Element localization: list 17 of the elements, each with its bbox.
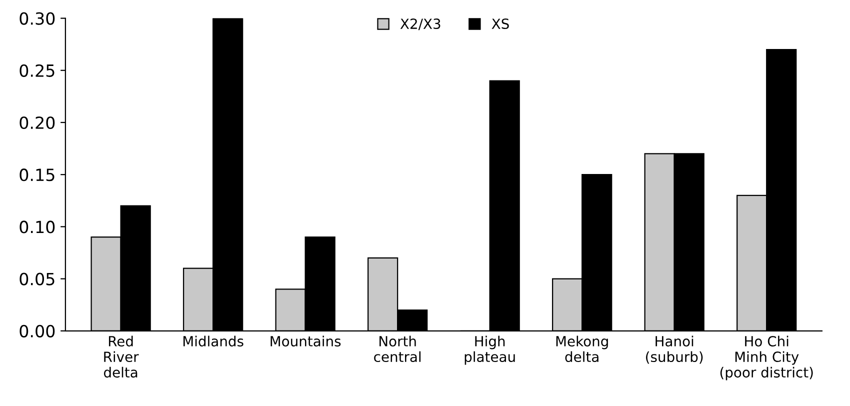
x-tick-label: High plateau: [464, 336, 515, 365]
legend-label: XS: [492, 18, 509, 30]
x-tick-label: Mekong delta: [556, 336, 608, 362]
legend-label: X2/X3: [400, 18, 440, 30]
y-tick-label: 0.15: [20, 168, 54, 182]
y-tick-label: 0.10: [20, 220, 55, 234]
x-tick-label: Ho Chi Minh City (poor district): [720, 336, 813, 380]
y-tick-label: 0.30: [20, 12, 55, 25]
y-tick-label: 0.05: [20, 272, 54, 286]
x-tick-label: Mountains: [270, 336, 341, 346]
x-tick-label: North central: [374, 336, 421, 362]
y-tick-label: 0.20: [20, 116, 55, 130]
y-tick-label: 0.00: [20, 324, 55, 338]
x-tick-label: Hanoi (suburb): [646, 336, 703, 364]
x-tick-label: Midlands: [183, 336, 244, 346]
x-tick-label: Red River delta: [104, 336, 139, 378]
y-tick-label: 0.25: [20, 64, 54, 77]
